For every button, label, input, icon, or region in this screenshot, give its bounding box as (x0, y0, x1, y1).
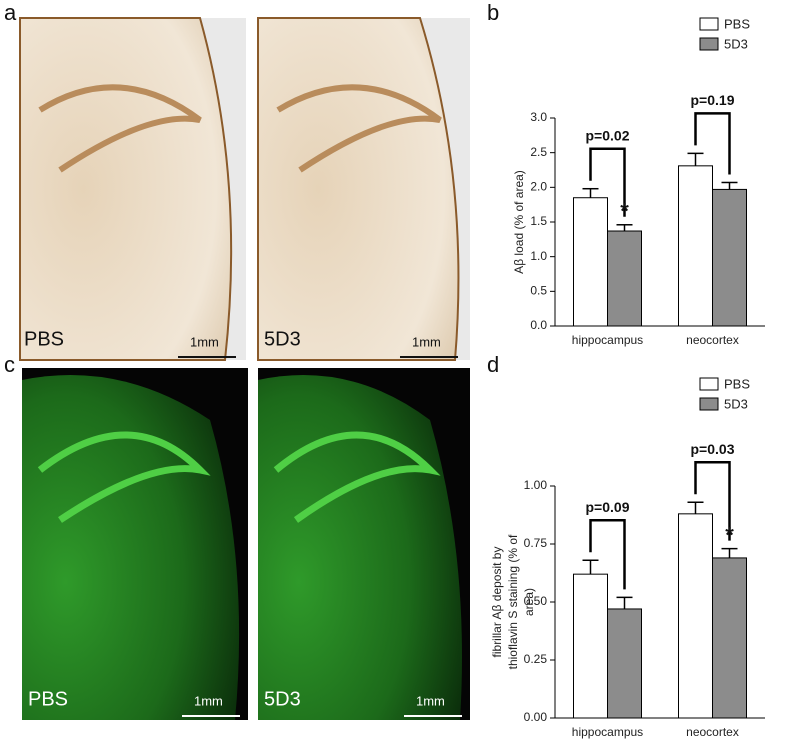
y-axis-title: area) (522, 588, 536, 616)
significance-bracket (589, 147, 626, 217)
hippocampus-shape (273, 431, 441, 523)
y-tick-label: 0.5 (530, 284, 547, 298)
significance-star: * (725, 522, 734, 547)
legend-swatch (699, 377, 719, 391)
y-tick-label: 1.5 (530, 214, 547, 228)
p-value: p=0.02 (586, 127, 630, 143)
x-tick-label: neocortex (686, 725, 739, 739)
micrograph (22, 375, 240, 720)
panel-label: b (487, 0, 499, 25)
significance-star: * (620, 199, 629, 224)
x-tick-label: hippocampus (572, 333, 643, 347)
bar (607, 230, 642, 327)
significance-bracket (694, 112, 731, 175)
panel-label: c (4, 352, 15, 377)
y-tick-label: 0.25 (524, 652, 548, 666)
scale-label: 1mm (194, 693, 223, 708)
scale-label: 1mm (416, 693, 445, 708)
p-value: p=0.19 (691, 92, 735, 108)
bar (678, 165, 713, 327)
panel-label: d (487, 352, 499, 377)
significance-bracket (694, 460, 731, 541)
y-tick-label: 0.00 (524, 710, 548, 724)
hippocampus-shape (276, 84, 442, 173)
y-tick-label: 0.50 (524, 594, 548, 608)
y-tick-label: 1.0 (530, 249, 547, 263)
bar (712, 188, 747, 327)
y-axis-title: thioflavin S staining (% of (506, 534, 520, 669)
bar (573, 573, 608, 719)
hippocampus-shape (38, 84, 202, 173)
y-axis-title: Aβ load (% of area) (512, 170, 526, 274)
image-label: 5D3 (264, 328, 301, 350)
y-tick-label: 0.75 (524, 536, 548, 550)
image-label: PBS (28, 688, 68, 710)
p-value: p=0.09 (586, 499, 630, 515)
scale-label: 1mm (412, 334, 441, 349)
micrograph (257, 17, 460, 361)
significance-bracket (589, 518, 626, 590)
micrograph (258, 375, 462, 720)
y-tick-label: 2.0 (530, 180, 547, 194)
bar (607, 608, 642, 719)
legend-swatch (699, 17, 719, 31)
scale-label: 1mm (190, 334, 219, 349)
bar (712, 557, 747, 719)
bar (573, 197, 608, 327)
y-tick-label: 3.0 (530, 110, 547, 124)
p-value: p=0.03 (691, 441, 735, 457)
y-tick-label: 2.5 (530, 145, 547, 159)
legend-swatch (699, 37, 719, 51)
image-label: 5D3 (264, 688, 301, 710)
legend-label: 5D3 (724, 36, 748, 51)
micrograph (19, 17, 233, 361)
y-tick-label: 0.0 (530, 318, 547, 332)
legend-label: PBS (724, 376, 750, 391)
bar (678, 513, 713, 719)
x-tick-label: hippocampus (572, 725, 643, 739)
x-tick-label: neocortex (686, 333, 739, 347)
legend-label: 5D3 (724, 396, 748, 411)
legend-swatch (699, 397, 719, 411)
legend-label: PBS (724, 16, 750, 31)
image-label: PBS (24, 328, 64, 350)
y-tick-label: 1.00 (524, 478, 548, 492)
y-axis-title: fibrillar Aβ deposit by (490, 547, 504, 658)
panel-label: a (4, 0, 17, 25)
hippocampus-shape (37, 431, 211, 523)
